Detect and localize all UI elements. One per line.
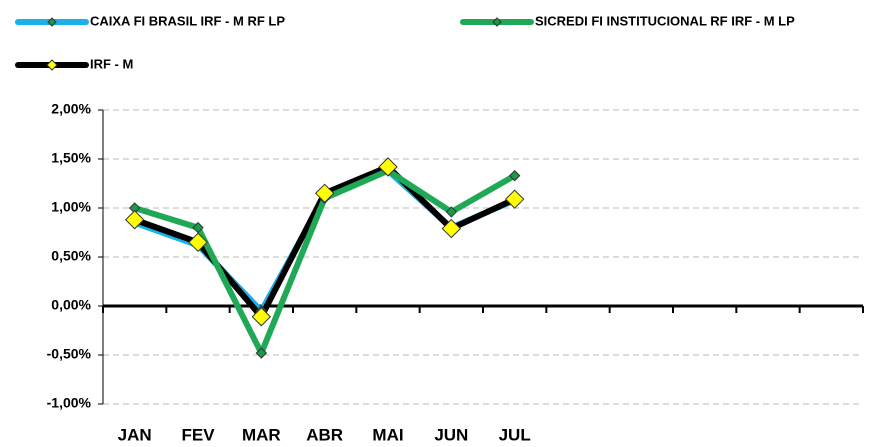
- legend-label: IRF - M: [90, 56, 133, 71]
- x-tick-label: MAI: [372, 425, 403, 444]
- point-marker: [314, 183, 335, 204]
- point-marker: [445, 206, 458, 218]
- legend-marker: [46, 59, 58, 71]
- y-tick-label: -0,50%: [47, 346, 92, 362]
- x-tick-label: MAR: [242, 425, 281, 444]
- legend-label: SICREDI FI INSTITUCIONAL RF IRF - M LP: [535, 13, 795, 28]
- point-marker: [508, 169, 521, 182]
- legend-marker: [492, 17, 502, 27]
- y-tick-label: 0,00%: [51, 297, 91, 313]
- x-tick-label: JUL: [499, 425, 531, 444]
- point-marker: [188, 232, 208, 253]
- x-tick-label: JAN: [118, 425, 152, 444]
- y-tick-label: 1,50%: [51, 150, 91, 166]
- x-tick-label: JUN: [434, 425, 468, 444]
- x-tick-label: ABR: [306, 425, 343, 444]
- point-marker: [251, 307, 272, 327]
- legend-marker: [47, 17, 57, 27]
- y-tick-label: -1,00%: [47, 395, 92, 411]
- point-marker: [255, 347, 268, 359]
- y-tick-label: 1,00%: [51, 199, 91, 215]
- legend-label: CAIXA FI BRASIL IRF - M RF LP: [90, 13, 285, 28]
- point-marker: [441, 218, 462, 239]
- point-marker: [378, 157, 398, 177]
- x-tick-label: FEV: [181, 425, 215, 444]
- point-marker: [124, 210, 145, 230]
- y-tick-label: 0,50%: [51, 248, 91, 264]
- y-tick-label: 2,00%: [51, 101, 91, 117]
- point-marker: [504, 189, 525, 209]
